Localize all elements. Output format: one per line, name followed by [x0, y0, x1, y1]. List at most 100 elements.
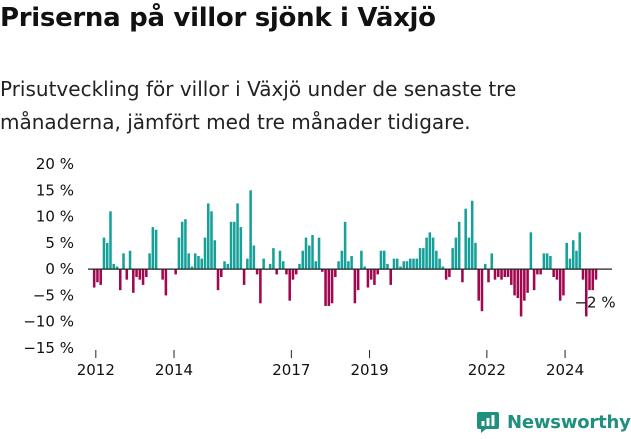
bar	[467, 237, 471, 270]
bar	[164, 269, 168, 296]
bar	[448, 269, 451, 278]
bar	[409, 258, 412, 270]
bar	[392, 258, 396, 270]
bar	[431, 237, 435, 270]
bar	[441, 266, 445, 270]
bar	[594, 269, 598, 280]
bar	[193, 253, 197, 270]
bar	[539, 269, 542, 275]
bar	[151, 227, 155, 270]
brand-name: Newsworthy	[507, 411, 631, 433]
bar	[497, 269, 500, 278]
bar	[200, 258, 203, 270]
bar	[477, 269, 480, 301]
bar	[506, 269, 510, 278]
bar	[206, 203, 210, 270]
bar	[246, 258, 249, 270]
newsworthy-brand[interactable]: Newsworthy	[476, 408, 631, 436]
x-tick-label: 2019	[350, 361, 388, 379]
bar	[288, 269, 291, 301]
bar	[369, 269, 373, 280]
bar	[294, 269, 298, 275]
bar	[500, 269, 503, 280]
bar	[526, 269, 529, 293]
bar	[148, 253, 151, 270]
bar	[233, 221, 236, 270]
bar	[145, 269, 148, 278]
bar	[291, 269, 295, 280]
newsworthy-logo-icon	[477, 412, 499, 433]
bar	[373, 269, 376, 285]
bar	[353, 269, 357, 304]
bar	[135, 269, 138, 278]
bar	[115, 266, 119, 270]
bar	[180, 221, 184, 270]
bar	[281, 261, 285, 270]
bar	[350, 256, 353, 270]
bar	[220, 269, 223, 278]
bar	[363, 266, 366, 270]
bar	[252, 245, 256, 270]
bar	[249, 190, 252, 270]
bar	[565, 242, 568, 270]
bar	[118, 269, 122, 291]
bar	[327, 269, 331, 306]
bar	[197, 256, 200, 270]
bar	[395, 258, 399, 270]
bar	[425, 237, 428, 270]
bar	[438, 258, 441, 270]
bar	[138, 269, 142, 280]
bar	[513, 269, 516, 296]
bar	[239, 227, 243, 270]
bar	[490, 253, 494, 270]
bar	[272, 248, 275, 270]
bar	[154, 229, 158, 270]
bar	[415, 258, 419, 270]
y-tick-label: 15 %	[36, 181, 74, 199]
bar	[187, 253, 190, 270]
bar	[382, 250, 386, 270]
y-tick-label: 5 %	[45, 234, 74, 252]
bar	[99, 269, 102, 285]
bar	[203, 237, 207, 270]
bar	[457, 221, 461, 270]
bar	[216, 269, 220, 291]
bar	[402, 261, 406, 270]
bar	[412, 258, 415, 270]
x-tick-label: 2012	[77, 361, 115, 379]
y-tick-label: −15 %	[23, 339, 74, 357]
bar	[584, 269, 588, 317]
bar	[334, 269, 337, 278]
bar	[454, 237, 458, 270]
bar	[213, 240, 217, 270]
bar	[174, 269, 177, 275]
bar	[360, 250, 363, 270]
bar	[226, 263, 230, 270]
y-tick-label: 10 %	[36, 208, 74, 226]
bar	[536, 269, 539, 275]
bar	[470, 200, 474, 270]
bar	[545, 253, 549, 270]
bar	[347, 261, 350, 270]
bar	[464, 208, 467, 270]
bar	[314, 261, 318, 270]
bar	[109, 211, 112, 270]
bar	[190, 266, 194, 270]
bar	[591, 269, 595, 291]
bar	[519, 269, 523, 317]
bar	[255, 269, 259, 275]
bar	[399, 266, 402, 270]
bar	[581, 269, 585, 280]
bar	[308, 245, 311, 270]
bar	[405, 261, 409, 270]
bar	[461, 269, 464, 283]
bar	[510, 269, 513, 285]
y-tick-label: 0 %	[45, 260, 74, 278]
bar-chart: 20 %15 %10 %5 %0 %−5 %−10 %−15 % 2012 201…	[23, 155, 615, 379]
bar	[275, 269, 278, 275]
x-tick-label: 2017	[272, 361, 310, 379]
x-tick-label: 2024	[546, 361, 584, 379]
bars	[92, 190, 598, 317]
bar	[337, 261, 340, 270]
bar	[366, 269, 370, 288]
